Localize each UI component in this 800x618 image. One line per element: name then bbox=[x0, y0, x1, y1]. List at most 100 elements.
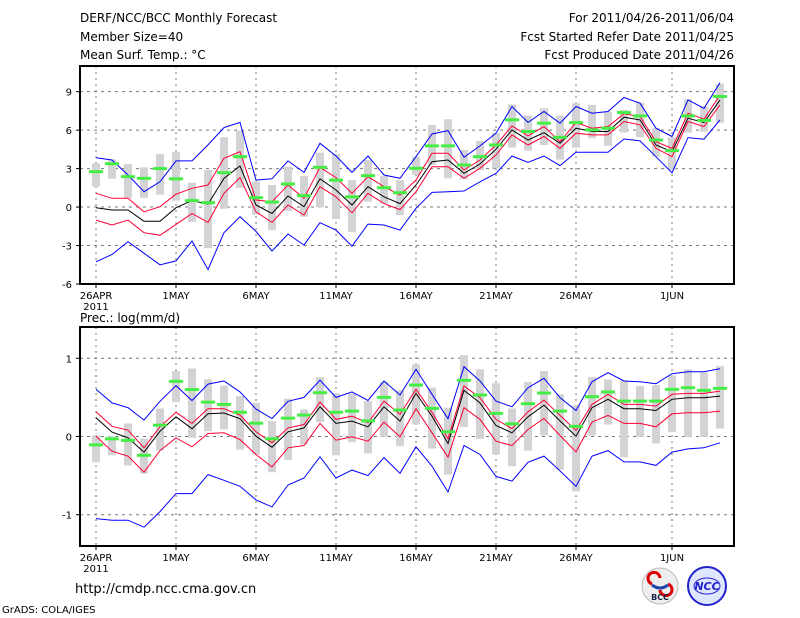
ensemble-spread-box bbox=[652, 385, 660, 444]
x-tick-label: 6MAY bbox=[242, 291, 270, 302]
observed-marker bbox=[697, 388, 711, 392]
observed-marker bbox=[121, 175, 135, 179]
observed-marker bbox=[505, 422, 519, 426]
observed-marker bbox=[457, 378, 471, 382]
ensemble-spread-box bbox=[364, 159, 372, 202]
ensemble-spread-box bbox=[556, 394, 564, 470]
member-size: Member Size=40 bbox=[80, 30, 184, 44]
ensemble-spread-box bbox=[668, 375, 676, 433]
x-tick-label: 6MAY bbox=[242, 553, 270, 564]
observed-marker bbox=[505, 118, 519, 122]
ensemble-spread-box bbox=[156, 153, 164, 195]
ensemble-spread-box bbox=[444, 119, 452, 179]
observed-marker bbox=[713, 386, 727, 390]
observed-marker bbox=[329, 178, 343, 182]
observed-marker bbox=[617, 111, 631, 115]
ensemble-spread-box bbox=[92, 435, 100, 463]
observed-marker bbox=[649, 399, 663, 403]
observed-marker bbox=[537, 391, 551, 395]
ensemble-spread-box bbox=[140, 167, 148, 198]
ensemble-spread-box bbox=[444, 407, 452, 475]
observed-marker bbox=[329, 410, 343, 414]
observed-marker bbox=[169, 177, 183, 181]
observed-marker bbox=[585, 395, 599, 399]
ensemble-spread-box bbox=[668, 137, 676, 170]
observed-marker bbox=[345, 195, 359, 199]
observed-marker bbox=[585, 128, 599, 132]
start-date: Fcst Started Refer Date 2011/04/25 bbox=[520, 30, 734, 44]
ensemble-spread-box bbox=[92, 163, 100, 187]
y-tick-label: -3 bbox=[62, 242, 72, 253]
y-tick-label: 1 bbox=[66, 354, 72, 365]
observed-marker bbox=[713, 95, 727, 99]
ensemble-spread-box bbox=[636, 385, 644, 437]
x-tick-label: 11MAY bbox=[319, 291, 353, 302]
observed-marker bbox=[265, 200, 279, 204]
x-tick-label: 1MAY bbox=[162, 553, 190, 564]
observed-marker bbox=[489, 411, 503, 415]
x-year-label: 2011 bbox=[83, 564, 108, 575]
observed-marker bbox=[185, 388, 199, 392]
observed-marker bbox=[681, 114, 695, 118]
ensemble-spread-box bbox=[332, 393, 340, 456]
ensemble-spread-box bbox=[268, 185, 276, 231]
observed-marker bbox=[345, 409, 359, 413]
ensemble-spread-box bbox=[124, 423, 132, 466]
observed-marker bbox=[281, 416, 295, 420]
observed-marker bbox=[457, 163, 471, 167]
variable-label: Mean Surf. Temp.: °C bbox=[80, 48, 206, 62]
ensemble-spread-box bbox=[204, 169, 212, 249]
observed-marker bbox=[521, 402, 535, 406]
ensemble-spread-box bbox=[156, 408, 164, 451]
ensemble-spread-box bbox=[380, 381, 388, 437]
observed-marker bbox=[265, 437, 279, 441]
observed-marker bbox=[169, 379, 183, 383]
observed-marker bbox=[441, 430, 455, 434]
ensemble-spread-box bbox=[172, 151, 180, 201]
ensemble-spread-box bbox=[188, 368, 196, 438]
x-tick-label: 16MAY bbox=[399, 553, 433, 564]
observed-marker bbox=[665, 387, 679, 391]
x-tick-label: 21MAY bbox=[479, 553, 513, 564]
y-tick-label: 6 bbox=[66, 126, 72, 137]
observed-marker bbox=[281, 182, 295, 186]
ensemble-spread-box bbox=[316, 377, 324, 423]
y-tick-label: 0 bbox=[66, 203, 72, 214]
plot-temperature: 9 6 3 0 -3 -6 26APR 1MAY 6MAY 11MAY 16MAY 21MAY 26MA… bbox=[62, 65, 735, 313]
x-tick-label: 1MAY bbox=[162, 291, 190, 302]
ensemble-spread-box bbox=[716, 366, 724, 429]
observed-marker bbox=[553, 409, 567, 413]
observed-marker bbox=[409, 383, 423, 387]
forecast-period: For 2011/04/26-2011/06/04 bbox=[568, 11, 734, 25]
observed-marker bbox=[441, 144, 455, 148]
observed-marker bbox=[617, 399, 631, 403]
chart-title: DERF/NCC/BCC Monthly Forecast bbox=[80, 11, 278, 25]
observed-marker bbox=[233, 155, 247, 159]
ensemble-spread-box bbox=[716, 83, 724, 123]
observed-marker bbox=[185, 199, 199, 203]
ensemble-spread-box bbox=[588, 377, 596, 436]
x-tick-label: 26MAY bbox=[559, 291, 593, 302]
ensemble-spread-box bbox=[396, 390, 404, 447]
observed-marker bbox=[313, 165, 327, 169]
y-tick-label: -1 bbox=[62, 511, 72, 522]
series-line-max bbox=[95, 82, 721, 193]
series-line-min bbox=[95, 442, 721, 528]
ensemble-spread-box bbox=[220, 385, 228, 430]
series-line-mean bbox=[95, 99, 721, 222]
x-tick-label: 16MAY bbox=[399, 291, 433, 302]
precip-label: Prec.: log(mm/d) bbox=[80, 311, 181, 325]
source-url[interactable]: http://cmdp.ncc.cma.gov.cn bbox=[75, 582, 257, 597]
observed-marker bbox=[89, 170, 103, 174]
ensemble-spread-box bbox=[572, 103, 580, 148]
observed-marker bbox=[681, 386, 695, 390]
grads-credit: GrADS: COLA/IGES bbox=[2, 605, 96, 616]
observed-marker bbox=[425, 144, 439, 148]
observed-marker bbox=[201, 400, 215, 404]
observed-marker bbox=[297, 194, 311, 198]
observed-marker bbox=[569, 424, 583, 428]
observed-marker bbox=[137, 176, 151, 180]
observed-marker bbox=[633, 399, 647, 403]
y-tick-label: -6 bbox=[62, 280, 72, 291]
